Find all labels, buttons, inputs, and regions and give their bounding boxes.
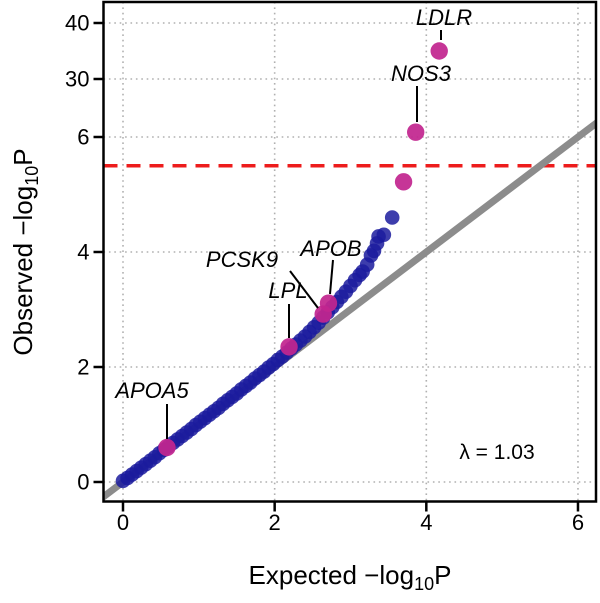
y-tick-label: 4 (77, 240, 89, 265)
x-tick-label: 2 (269, 510, 281, 535)
highlight-point-apob (319, 294, 338, 312)
y-axis-title-text: Observed −log (8, 185, 38, 356)
y-axis-title-suffix: P (8, 148, 38, 166)
y-tick-label: 6 (77, 125, 89, 150)
x-axis-title: Expected −log10P (150, 560, 550, 595)
plot-frame (102, 0, 598, 503)
gene-label-ldlr: LDLR (416, 5, 472, 30)
plot-inner (103, 2, 596, 502)
data-point (384, 210, 400, 225)
y-tick-label: 0 (77, 470, 89, 495)
highlight-point-lpl (280, 338, 298, 356)
x-axis-title-subscript: 10 (414, 574, 435, 595)
highlight-point-apoa5 (158, 438, 176, 457)
gene-label-apoa5: APOA5 (113, 378, 189, 403)
gene-label-nos3: NOS3 (391, 61, 452, 86)
y-tick-label: 40 (65, 11, 89, 36)
gene-pointer-pcsk9 (289, 270, 319, 309)
y-axis-title: Observed −log10P (7, 92, 43, 412)
x-axis-title-text: Expected −log (248, 560, 415, 590)
y-tick-label: 2 (77, 355, 89, 380)
lambda-annotation: λ = 1.03 (459, 441, 534, 464)
x-tick-label: 4 (420, 510, 432, 535)
x-tick-label: 0 (117, 510, 129, 535)
y-tick-label: 30 (65, 66, 89, 91)
highlight-point (394, 173, 413, 191)
highlight-point-nos3 (407, 123, 425, 141)
x-tick-label: 6 (572, 510, 584, 535)
data-point (376, 227, 392, 243)
highlight-point-ldlr (430, 42, 448, 60)
gene-label-apob: APOB (298, 236, 361, 261)
gene-label-lpl: LPL (268, 278, 307, 303)
y-axis-title-subscript: 10 (22, 165, 43, 186)
gene-label-pcsk9: PCSK9 (206, 247, 278, 272)
gene-pointer-apob (329, 259, 334, 295)
x-axis-title-suffix: P (434, 560, 452, 590)
